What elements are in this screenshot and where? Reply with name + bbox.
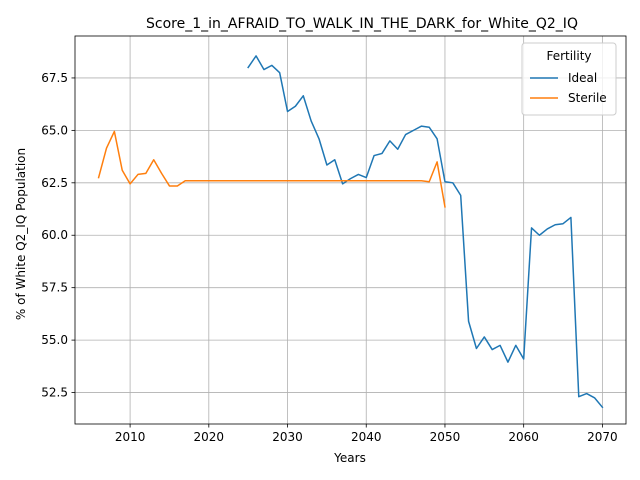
legend-title: Fertility — [546, 49, 591, 63]
legend-box — [521, 42, 617, 116]
legend-label-sterile: Sterile — [568, 91, 607, 105]
y-tick-label: 67.5 — [41, 71, 68, 85]
plot-frame — [74, 35, 627, 425]
chart-title: Score_1_in_AFRAID_TO_WALK_IN_THE_DARK_fo… — [146, 16, 578, 32]
y-tick-label: 52.5 — [41, 386, 68, 400]
x-tick-label: 2010 — [115, 430, 146, 444]
y-tick-label: 65.0 — [41, 123, 68, 137]
y-tick-label: 60.0 — [41, 228, 68, 242]
y-tick-label: 55.0 — [41, 333, 68, 347]
x-axis-label: Years — [333, 451, 366, 465]
y-axis-ticks: 52.5 55.0 57.5 60.0 62.5 65.0 67.5 — [41, 71, 75, 400]
grid-lines — [75, 36, 626, 424]
x-tick-label: 2070 — [587, 430, 618, 444]
series-line-sterile — [97, 130, 446, 208]
legend-label-ideal: Ideal — [568, 71, 597, 85]
x-tick-label: 2040 — [351, 430, 382, 444]
y-tick-label: 62.5 — [41, 176, 68, 190]
y-tick-label: 57.5 — [41, 281, 68, 295]
x-tick-label: 2050 — [430, 430, 461, 444]
legend: Fertility Ideal Sterile — [521, 42, 617, 116]
x-tick-label: 2030 — [272, 430, 303, 444]
series-lines — [97, 55, 604, 409]
y-axis-label: % of White Q2_IQ Population — [14, 148, 28, 320]
series-line-ideal — [247, 55, 604, 409]
x-tick-label: 2060 — [508, 430, 539, 444]
x-tick-label: 2020 — [194, 430, 225, 444]
x-axis-ticks: 2010 2020 2030 2040 2050 2060 2070 — [115, 424, 618, 444]
